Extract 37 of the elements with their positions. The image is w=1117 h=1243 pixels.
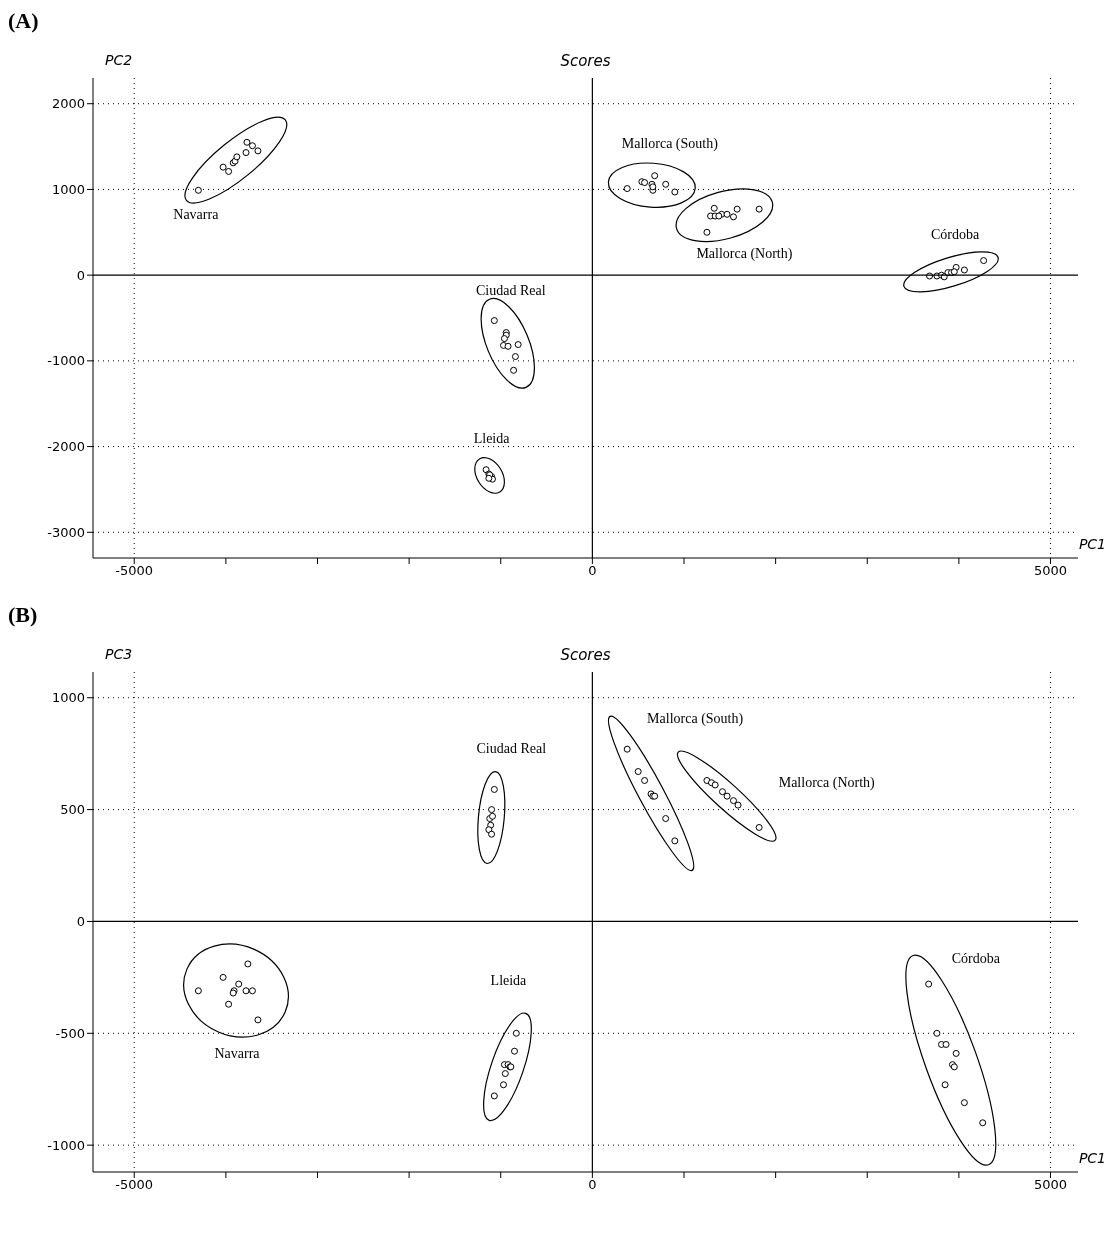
x-tick-label: 0 bbox=[588, 1177, 597, 1193]
annotation: Mallorca (South) bbox=[647, 710, 744, 727]
y-tick-label: 0 bbox=[76, 267, 85, 283]
annotation: Córdoba bbox=[930, 227, 980, 243]
y-tick-label: -1000 bbox=[47, 353, 85, 369]
y-tick-label: -3000 bbox=[47, 524, 85, 540]
y-tick-label: 1000 bbox=[51, 182, 85, 198]
annotation: Ciudad Real bbox=[475, 282, 546, 298]
y-axis-title: PC2 bbox=[105, 52, 133, 68]
y-tick-label: -1000 bbox=[47, 1137, 85, 1153]
annotation: Mallorca (North) bbox=[696, 246, 793, 263]
x-tick-label: 5000 bbox=[1033, 1177, 1068, 1193]
y-tick-label: 2000 bbox=[51, 96, 85, 112]
x-tick-label: 0 bbox=[588, 563, 597, 579]
x-tick-label: 5000 bbox=[1033, 563, 1068, 579]
annotation: Mallorca (North) bbox=[778, 775, 876, 792]
y-tick-label: 500 bbox=[60, 802, 85, 818]
text: (B) bbox=[8, 602, 39, 629]
annotation: Lleida bbox=[473, 430, 511, 446]
x-axis-title: PC1 bbox=[1078, 1150, 1106, 1166]
annotation: Mallorca (South) bbox=[621, 136, 719, 153]
x-tick-label: -5000 bbox=[115, 563, 154, 579]
chart-title: Scores bbox=[560, 646, 611, 664]
x-axis-title: PC1 bbox=[1078, 536, 1106, 552]
y-tick-label: 0 bbox=[76, 914, 85, 930]
annotation: Navarra bbox=[214, 1045, 261, 1061]
annotation: Ciudad Real bbox=[476, 740, 547, 756]
y-tick-label: 1000 bbox=[51, 690, 85, 706]
y-tick-label: -500 bbox=[55, 1025, 85, 1041]
x-tick-label: -5000 bbox=[115, 1177, 154, 1193]
y-tick-label: -2000 bbox=[47, 439, 85, 455]
chart-title: Scores bbox=[560, 52, 611, 70]
text: (A) bbox=[8, 8, 40, 35]
y-axis-title: PC3 bbox=[105, 646, 133, 662]
annotation: Navarra bbox=[173, 207, 220, 223]
annotation: Córdoba bbox=[951, 951, 1001, 967]
annotation: Lleida bbox=[490, 973, 528, 989]
